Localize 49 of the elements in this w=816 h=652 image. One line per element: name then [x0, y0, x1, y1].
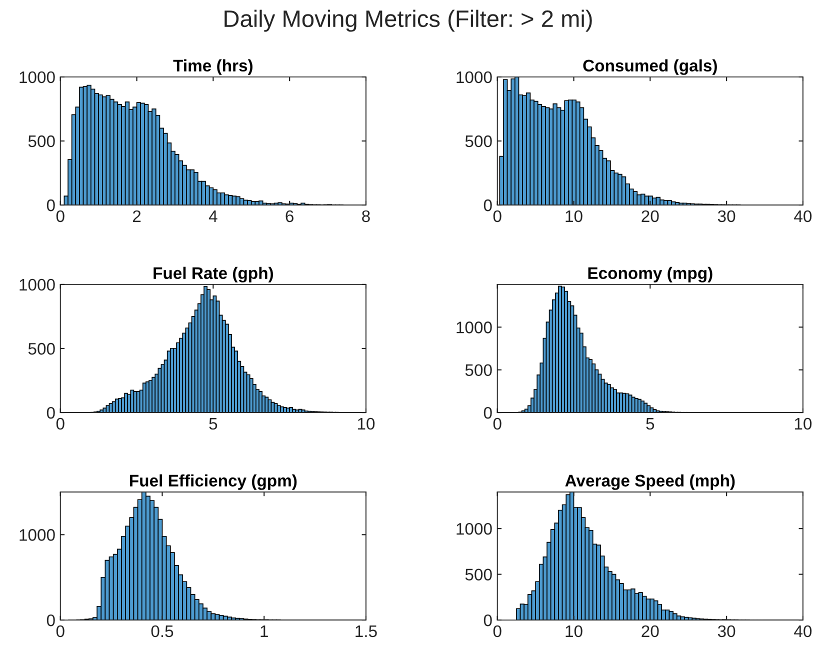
- x-tick-label: 10: [566, 625, 582, 638]
- x-tick-label: 30: [718, 625, 736, 638]
- x-tick-label: 5: [646, 418, 654, 430]
- y-tick-label: 1000: [20, 71, 55, 84]
- y-tick-label: 1000: [456, 322, 492, 334]
- chart-title: Economy (mpg): [588, 266, 712, 282]
- y-tick-label: 0: [484, 614, 492, 626]
- y-tick-label: 500: [465, 135, 492, 148]
- x-tick-label: 10: [794, 418, 812, 430]
- y-tick-label: 0: [46, 199, 55, 212]
- x-tick-label: 2: [132, 210, 141, 222]
- x-tick-label: 10: [566, 210, 582, 222]
- y-tick-label: 500: [465, 364, 492, 376]
- y-tick-label: 1000: [456, 71, 492, 84]
- x-tick-label: 40: [794, 210, 812, 222]
- y-tick-label: 1000: [20, 529, 55, 541]
- x-tick-label: 6: [286, 210, 294, 222]
- chart-title: Fuel Efficiency (gpm): [130, 474, 297, 490]
- y-tick-label: 0: [46, 406, 55, 419]
- y-tick-label: 0: [484, 199, 492, 212]
- x-tick-label: 0: [56, 418, 64, 430]
- x-tick-label: 1.5: [356, 626, 377, 638]
- x-tick-label: 0: [56, 625, 64, 638]
- y-tick-label: 500: [28, 135, 55, 148]
- chart-title: Average Speed (mph): [565, 474, 735, 490]
- chart-title: Consumed (gals): [583, 59, 717, 75]
- x-tick-label: 40: [794, 625, 812, 638]
- y-tick-label: 0: [484, 406, 492, 419]
- x-tick-label: 5: [209, 418, 218, 430]
- x-tick-label: 4: [208, 210, 218, 222]
- x-tick-label: 1: [260, 626, 268, 637]
- text: Daily Moving Metrics (Filter: > 2 mi): [224, 10, 592, 32]
- x-tick-label: 0: [493, 418, 502, 430]
- x-tick-label: 30: [718, 210, 736, 222]
- y-tick-label: 500: [465, 568, 492, 581]
- x-tick-label: 0: [493, 210, 502, 222]
- y-tick-label: 1000: [456, 522, 492, 535]
- x-tick-label: 20: [642, 625, 659, 638]
- chart-title: Fuel Rate (gph): [154, 266, 273, 282]
- chart-title: Time (hrs): [173, 59, 252, 75]
- x-tick-label: 0: [493, 625, 502, 638]
- y-tick-label: 1000: [20, 278, 55, 291]
- y-tick-label: 0: [46, 614, 55, 626]
- x-tick-label: 10: [358, 418, 375, 430]
- x-tick-label: 0.5: [151, 625, 174, 638]
- y-tick-label: 500: [28, 342, 55, 355]
- x-tick-label: 20: [642, 210, 659, 222]
- x-tick-label: 0: [56, 210, 64, 222]
- x-tick-label: 8: [362, 210, 370, 222]
